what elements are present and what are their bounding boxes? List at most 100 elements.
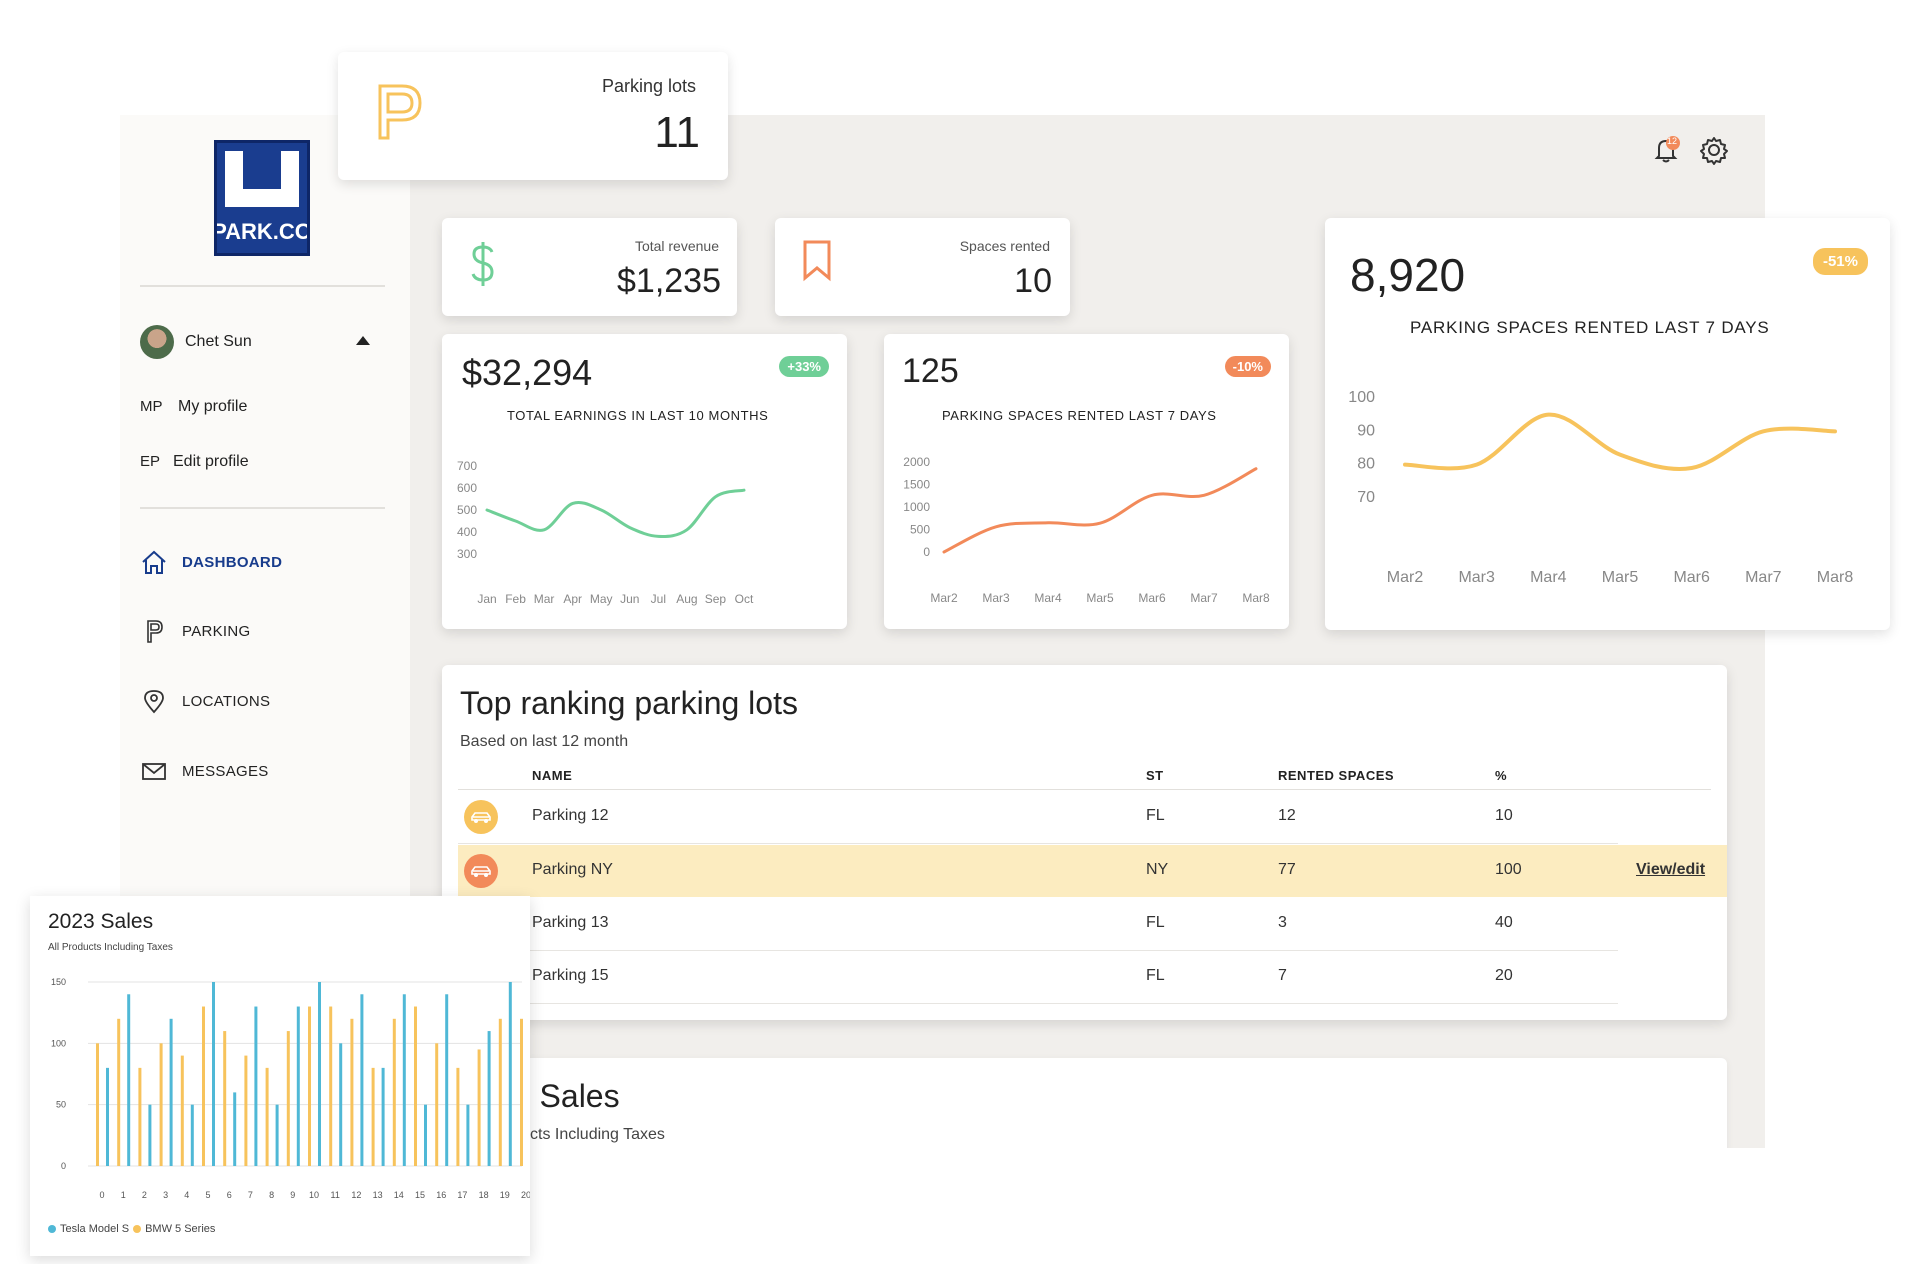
col-pct[interactable]: %	[1495, 768, 1508, 783]
nav-parking[interactable]: PARKING	[140, 614, 251, 648]
big-rented-line-chart: 100 90 80 70 Mar2 Mar3 Mar4 Mar5 Mar6 Mar7 Mar8	[1348, 389, 1854, 586]
x-tick-label: Sep	[705, 592, 727, 606]
col-name[interactable]: NAME	[532, 768, 573, 783]
nav-messages[interactable]: MESSAGES	[140, 754, 269, 788]
y-tick-label: 1000	[903, 500, 930, 514]
bar	[339, 1043, 343, 1166]
row-pct: 40	[1495, 914, 1513, 931]
table-row[interactable]: Parking 13 FL 3 40	[458, 898, 1618, 951]
bar	[265, 1067, 269, 1166]
row-rented: 7	[1278, 967, 1287, 984]
table-row[interactable]: Parking 15 FL 7 20	[458, 951, 1618, 1004]
x-tick-label: 9	[290, 1190, 295, 1200]
caret-up-icon[interactable]	[356, 336, 370, 345]
x-tick-label: Mar6	[1673, 569, 1710, 586]
bar	[318, 982, 321, 1166]
y-tick-label: 90	[1357, 422, 1375, 439]
x-tick-label: 16	[436, 1190, 446, 1200]
legend-bmw: BMW 5 Series	[145, 1223, 216, 1235]
table-subtitle: Based on last 12 month	[460, 733, 629, 750]
big-rented-card: 8,920 -51% PARKING SPACES RENTED LAST 7 …	[1325, 218, 1890, 630]
legend-tesla: Tesla Model S	[60, 1223, 130, 1235]
nav-locations[interactable]: LOCATIONS	[140, 684, 270, 718]
x-tick-label: 13	[373, 1190, 383, 1200]
x-tick-label: Mar2	[1387, 569, 1424, 586]
x-tick-label: 7	[248, 1190, 253, 1200]
earnings-badge: +33%	[779, 356, 829, 377]
row-pct: 10	[1495, 807, 1513, 824]
nav-messages-label: MESSAGES	[182, 762, 269, 780]
bar	[202, 1006, 205, 1166]
bar	[392, 1018, 396, 1166]
nav-dashboard[interactable]: DASHBOARD	[140, 545, 282, 579]
earnings-card: $32,294 +33% TOTAL EARNINGS IN LAST 10 M…	[442, 334, 847, 629]
x-tick-label: Mar4	[1530, 569, 1567, 586]
edit-profile-link[interactable]: Edit profile	[173, 453, 249, 470]
bar	[169, 1018, 173, 1166]
series-line	[485, 488, 746, 538]
my-profile-link[interactable]: My profile	[178, 398, 248, 415]
bar	[350, 1018, 354, 1166]
col-rented[interactable]: RENTED SPACES	[1278, 768, 1395, 783]
bar	[233, 1092, 237, 1166]
spaces-card: Spaces rented 10	[775, 218, 1070, 316]
x-tick-label: Jun	[620, 592, 639, 606]
table-row-highlighted[interactable]: Parking NY NY 77 100 View/edit	[458, 845, 1727, 897]
bar	[329, 1006, 333, 1166]
car-icon	[464, 800, 498, 834]
earnings-title: TOTAL EARNINGS IN LAST 10 MONTHS	[507, 408, 769, 423]
bar	[435, 1043, 439, 1166]
bar	[498, 1018, 502, 1166]
x-tick-label: Mar6	[1138, 591, 1166, 605]
sales-legend: Tesla Model S BMW 5 Series	[48, 1223, 215, 1235]
bar	[456, 1067, 460, 1166]
y-tick-label: 70	[1357, 489, 1375, 506]
x-tick-label: Mar8	[1817, 569, 1854, 586]
avatar[interactable]	[140, 325, 174, 359]
x-tick-label: 1	[121, 1190, 126, 1200]
x-tick-label: Oct	[735, 592, 754, 606]
x-tick-label: Mar	[534, 592, 555, 606]
bar	[127, 994, 131, 1166]
table-title: Top ranking parking lots	[460, 685, 798, 721]
x-tick-label: Mar5	[1086, 591, 1114, 605]
row-name: Parking NY	[532, 861, 613, 878]
rented-badge: -10%	[1224, 356, 1271, 377]
bar	[308, 1006, 311, 1166]
revenue-value: $1,235	[617, 262, 721, 300]
y-tick-label: 100	[51, 1038, 66, 1048]
gear-icon[interactable]	[1696, 132, 1732, 168]
x-tick-label: Mar2	[930, 591, 958, 605]
bar	[371, 1067, 375, 1166]
location-pin-icon	[144, 690, 164, 714]
sales-subtitle: All Products Including Taxes	[48, 942, 173, 953]
notification-count: 12	[1667, 136, 1678, 146]
bar	[477, 1049, 481, 1166]
bar	[159, 1043, 163, 1166]
row-rented: 12	[1278, 807, 1296, 824]
earnings-value: $32,294	[462, 352, 593, 393]
y-tick-label: 500	[910, 523, 930, 537]
col-st[interactable]: ST	[1146, 768, 1164, 783]
logo[interactable]: PARK.CO	[214, 140, 310, 256]
bar	[117, 1018, 121, 1166]
row-pct: 20	[1495, 967, 1513, 984]
y-tick-label: 2000	[903, 455, 930, 469]
y-tick-label: 0	[923, 545, 930, 559]
x-tick-label: 19	[500, 1190, 510, 1200]
table-row[interactable]: Parking 12 FL 12 10	[458, 791, 1618, 844]
x-tick-label: 2	[142, 1190, 147, 1200]
bell-icon[interactable]: 12	[1648, 132, 1684, 168]
nav-locations-label: LOCATIONS	[182, 692, 271, 710]
bar	[402, 994, 406, 1166]
top-ranking-card: Top ranking parking lots Based on last 1…	[442, 665, 1727, 1020]
user-name[interactable]: Chet Sun	[185, 333, 252, 350]
view-edit-link[interactable]: View/edit	[1636, 861, 1706, 878]
mail-icon	[142, 763, 166, 780]
x-tick-label: Mar8	[1242, 591, 1270, 605]
sales-2023-card: 2023 Sales All Products Including Taxes …	[30, 896, 530, 1256]
series-line	[942, 467, 1258, 554]
big-rented-badge: -51%	[1812, 248, 1868, 275]
row-st: FL	[1146, 807, 1165, 824]
x-tick-label: 15	[415, 1190, 425, 1200]
